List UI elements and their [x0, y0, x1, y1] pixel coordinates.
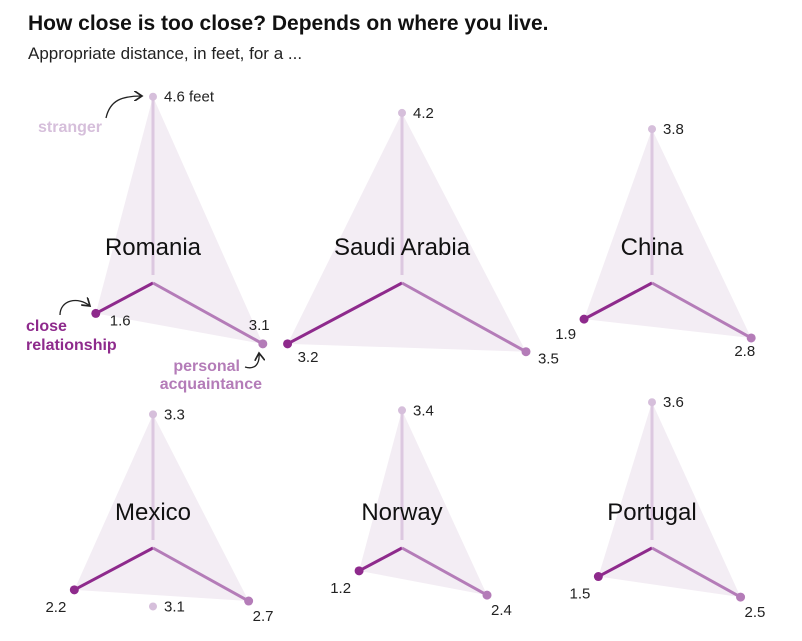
close-line	[286, 281, 403, 346]
stranger-point	[648, 398, 656, 407]
stranger-point	[149, 410, 157, 419]
stranger-value-label: 3.1	[164, 598, 185, 615]
close-line	[95, 281, 154, 315]
close-point	[283, 339, 293, 349]
area-triangle	[584, 129, 752, 338]
acquaintance-line	[401, 546, 488, 597]
stranger-arrow	[105, 96, 142, 119]
acquaintance-value-label: 3.5	[538, 351, 559, 368]
area-triangle	[287, 112, 526, 352]
close-annotation: close relationship	[26, 318, 117, 354]
chart-subtitle: Appropriate distance, in feet, for a ...	[28, 44, 303, 63]
close-point	[69, 585, 79, 595]
close-value-label: 1.9	[555, 326, 576, 343]
stranger-point	[398, 108, 406, 117]
close-value-label: 2.2	[45, 599, 66, 616]
acquaintance-line	[152, 546, 250, 603]
close-point	[593, 572, 603, 582]
country-name: Portugal	[607, 499, 696, 526]
area-triangle	[95, 96, 263, 344]
area-triangle	[359, 410, 488, 596]
area-triangle	[74, 414, 249, 602]
acquaintance-line	[152, 281, 264, 346]
stranger-value-label: 3.3	[164, 406, 185, 423]
close-point	[579, 314, 589, 324]
chart-title: How close is too close? Depends on where…	[28, 12, 549, 35]
close-line	[358, 546, 403, 573]
acquaintance-value-label: 2.7	[253, 608, 274, 625]
acquaintance-line	[651, 546, 742, 599]
close-line	[583, 281, 653, 321]
stranger-point	[648, 125, 656, 134]
acquaintance-point	[482, 590, 492, 600]
stranger-value-label: 3.6	[663, 394, 684, 411]
stranger-value-label: 3.8	[663, 121, 684, 138]
acquaintance-point	[521, 347, 531, 357]
acquaintance-point	[736, 592, 746, 602]
country-name: Romania	[105, 234, 202, 261]
country-name: Saudi Arabia	[334, 234, 471, 261]
acquaintance-arrow	[244, 353, 259, 369]
acquaintance-point	[244, 596, 254, 606]
close-value-label: 1.2	[330, 580, 351, 597]
country-name: China	[621, 234, 684, 261]
stranger-value-label: 4.6 feet	[164, 89, 215, 106]
stranger-value-label: 4.2	[413, 105, 434, 122]
country-name: Mexico	[115, 499, 191, 526]
acquaintance-line	[651, 281, 752, 340]
acquaintance-value-label: 2.8	[734, 343, 755, 360]
acquaintance-line	[401, 281, 527, 354]
close-line	[73, 546, 154, 592]
acquaintance-annotation: personal acquaintance	[160, 358, 262, 393]
stranger-point	[149, 602, 157, 611]
stranger-point	[149, 92, 157, 101]
close-value-label: 1.6	[110, 312, 131, 329]
close-point	[354, 566, 364, 576]
close-point	[91, 308, 101, 318]
close-line	[597, 546, 653, 578]
close-value-label: 1.5	[570, 586, 591, 603]
area-triangle	[598, 402, 741, 598]
close-arrow	[59, 300, 90, 316]
country-name: Norway	[361, 499, 442, 526]
stranger-point	[398, 406, 406, 415]
stranger-value-label: 3.4	[413, 402, 434, 419]
acquaintance-point	[746, 333, 756, 343]
acquaintance-value-label: 2.4	[491, 602, 512, 619]
acquaintance-point	[258, 339, 268, 349]
acquaintance-value-label: 2.5	[745, 604, 766, 621]
acquaintance-value-label: 3.1	[249, 317, 270, 334]
stranger-annotation: stranger	[38, 119, 102, 136]
close-value-label: 3.2	[298, 349, 319, 366]
